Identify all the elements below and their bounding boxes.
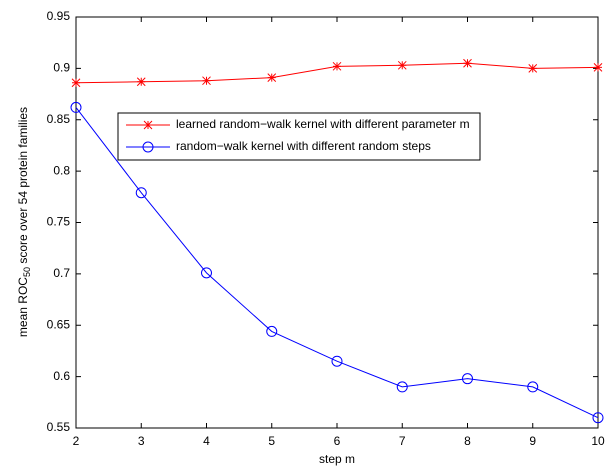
marker-stroke <box>463 58 472 68</box>
marker-stroke <box>136 77 146 87</box>
marker <box>267 73 277 82</box>
series-line <box>75 107 599 419</box>
x-tick-label: 2 <box>73 434 80 448</box>
y-tick-label: 0.75 <box>47 215 71 229</box>
marker <box>71 78 81 88</box>
y-label-part: mean ROC <box>16 277 30 337</box>
marker <box>527 381 539 393</box>
x-tick-label: 5 <box>268 434 275 448</box>
marker <box>397 60 407 70</box>
x-tick-label: 4 <box>203 434 210 448</box>
marker-stroke <box>397 60 407 70</box>
y-tick-label: 0.55 <box>47 420 71 434</box>
legend-label: learned random−walk kernel with differen… <box>176 117 470 131</box>
marker <box>462 373 473 385</box>
legend: learned random−walk kernel with differen… <box>117 112 481 161</box>
marker <box>331 355 343 367</box>
x-tick-label: 6 <box>334 434 341 448</box>
marker <box>135 187 147 199</box>
marker-stroke <box>71 78 81 88</box>
marker-stroke <box>528 64 538 73</box>
marker <box>396 381 408 393</box>
marker <box>592 412 604 424</box>
marker <box>201 267 212 279</box>
x-tick-label: 8 <box>464 434 471 448</box>
marker-stroke <box>202 76 211 86</box>
marker-stroke <box>143 120 153 130</box>
marker <box>142 141 154 153</box>
x-tick-label: 10 <box>591 434 605 448</box>
marker <box>202 76 211 86</box>
y-label-subscript: 50 <box>22 267 32 277</box>
marker <box>463 58 472 68</box>
y-tick-label: 0.6 <box>53 369 70 383</box>
y-tick-label: 0.65 <box>47 317 71 331</box>
marker <box>136 77 146 87</box>
x-tick-label: 7 <box>399 434 406 448</box>
marker <box>266 325 278 337</box>
marker <box>528 64 538 73</box>
plot-area <box>75 16 599 429</box>
marker-stroke <box>267 73 277 82</box>
y-tick-label: 0.85 <box>47 112 71 126</box>
legend-label: random−walk kernel with different random… <box>176 139 431 153</box>
marker-stroke <box>593 62 603 72</box>
marker-stroke <box>332 61 342 71</box>
x-tick-label: 9 <box>529 434 536 448</box>
y-axis-label: mean ROC50 score over 54 protein familie… <box>16 107 32 337</box>
y-tick-label: 0.8 <box>53 163 70 177</box>
marker <box>70 101 82 113</box>
y-tick-label: 0.7 <box>53 266 70 280</box>
y-label-part: score over 54 protein families <box>16 107 30 267</box>
y-tick-label: 0.9 <box>53 61 70 75</box>
x-tick-label: 3 <box>138 434 145 448</box>
marker <box>332 61 342 71</box>
legend-box <box>117 112 481 161</box>
x-axis-label: step m <box>319 452 355 466</box>
y-tick-label: 0.95 <box>47 9 71 23</box>
marker <box>143 120 153 130</box>
marker <box>593 62 603 72</box>
